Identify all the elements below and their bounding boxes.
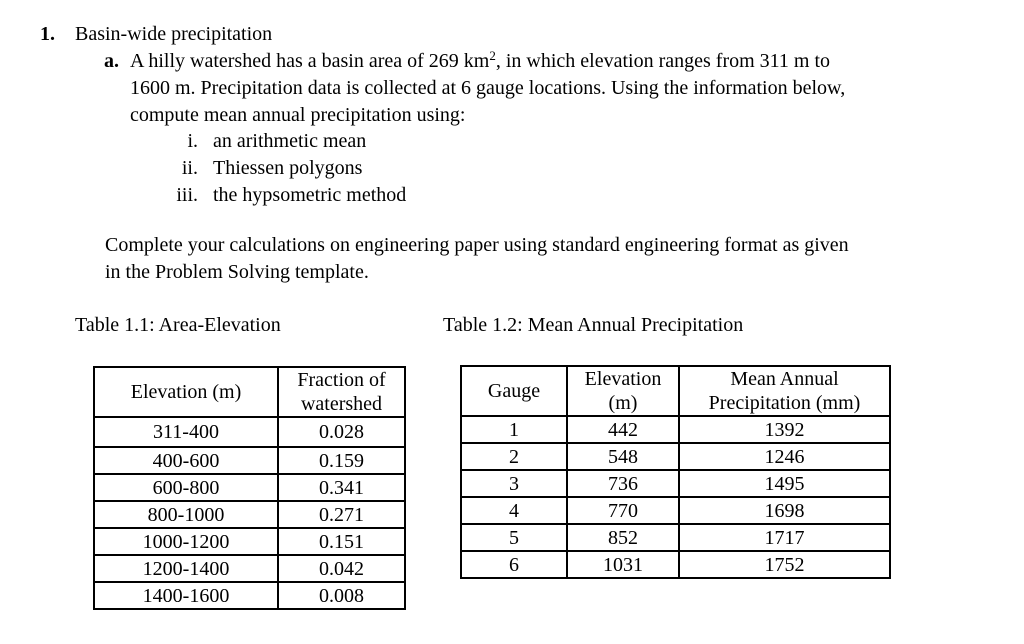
- table-header-row: Elevation (m) Fraction of watershed: [93, 366, 406, 418]
- precipitation-cell: 1717: [678, 523, 891, 552]
- list-item-thiessen-polygons: ii. Thiessen polygons: [120, 155, 406, 182]
- table-row: 5 852 1717: [460, 523, 891, 552]
- table-row: 400-600 0.159: [93, 446, 406, 475]
- precipitation-cell: 1392: [678, 415, 891, 444]
- problem-title: Basin-wide precipitation: [75, 23, 273, 45]
- table-row: 6 1031 1752: [460, 550, 891, 579]
- gauge-cell: 4: [460, 496, 568, 525]
- elevation-range-cell: 600-800: [93, 473, 279, 502]
- table-1-1-caption: Table 1.1: Area-Elevation: [75, 314, 281, 336]
- item-a-line-3: compute mean annual precipitation using:: [130, 104, 466, 126]
- elevation-range-cell: 400-600: [93, 446, 279, 475]
- precipitation-header-line-1: Mean Annual: [730, 368, 839, 390]
- table-1-2-caption: Table 1.2: Mean Annual Precipitation: [443, 314, 744, 336]
- list-marker-iii: iii.: [176, 184, 198, 206]
- fraction-cell: 0.341: [277, 473, 406, 502]
- elevation-range-cell: 1200-1400: [93, 554, 279, 583]
- fraction-cell: 0.028: [277, 416, 406, 448]
- list-text-iii: the hypsometric method: [213, 184, 407, 206]
- table-row: 1200-1400 0.042: [93, 554, 406, 583]
- table-row: 1000-1200 0.151: [93, 527, 406, 556]
- list-marker-ii: ii.: [181, 157, 198, 179]
- mean-annual-precipitation-table: Gauge Elevation (m) Mean Annual Precipit…: [460, 365, 891, 579]
- precipitation-cell: 1495: [678, 469, 891, 498]
- gauge-cell: 1: [460, 415, 568, 444]
- note-line-1: Complete your calculations on engineerin…: [105, 234, 849, 256]
- fraction-cell: 0.008: [277, 581, 406, 610]
- item-a-line-1: A hilly watershed has a basin area of 26…: [130, 48, 845, 75]
- list-marker-i: i.: [187, 130, 198, 152]
- item-a-line-2: 1600 m. Precipitation data is collected …: [130, 77, 846, 99]
- table-row: 1 442 1392: [460, 415, 891, 444]
- elevation-cell: 770: [566, 496, 680, 525]
- list-item-arithmetic-mean: i. an arithmetic mean: [120, 128, 406, 155]
- elevation-cell: 736: [566, 469, 680, 498]
- item-a-label: a.: [104, 50, 119, 72]
- fraction-header-line-2: watershed: [300, 393, 383, 415]
- fraction-cell: 0.042: [277, 554, 406, 583]
- list-text-ii: Thiessen polygons: [213, 157, 363, 179]
- item-a-line-1-part-2: , in which elevation ranges from 311 m t…: [495, 50, 831, 72]
- fraction-cell: 0.151: [277, 527, 406, 556]
- table-row: 800-1000 0.271: [93, 500, 406, 529]
- elevation-cell: 548: [566, 442, 680, 471]
- elevation-range-header: Elevation (m): [93, 366, 279, 418]
- elevation-cell: 442: [566, 415, 680, 444]
- gauge-cell: 6: [460, 550, 568, 579]
- precipitation-cell: 1752: [678, 550, 891, 579]
- squared-superscript: 2: [489, 48, 496, 63]
- instruction-note: Complete your calculations on engineerin…: [105, 232, 849, 286]
- note-line-2: in the Problem Solving template.: [105, 261, 369, 283]
- problem-heading: 1. Basin-wide precipitation: [40, 21, 272, 48]
- area-elevation-table: Elevation (m) Fraction of watershed 311-…: [93, 366, 406, 610]
- item-a-paragraph: A hilly watershed has a basin area of 26…: [130, 48, 845, 129]
- elevation-cell: 1031: [566, 550, 680, 579]
- method-list: i. an arithmetic mean ii. Thiessen polyg…: [120, 128, 406, 209]
- elevation-range-cell: 800-1000: [93, 500, 279, 529]
- table-row: 311-400 0.028: [93, 416, 406, 448]
- gauge-cell: 3: [460, 469, 568, 498]
- precipitation-header: Mean Annual Precipitation (mm): [678, 365, 891, 417]
- elevation-range-cell: 311-400: [93, 416, 279, 448]
- item-a-line-1-part-1: A hilly watershed has a basin area of 26…: [130, 50, 490, 72]
- table-row: 2 548 1246: [460, 442, 891, 471]
- elevation-header-line-1: Elevation: [584, 368, 662, 390]
- elevation-header-line-2: (m): [608, 392, 638, 414]
- elevation-range-cell: 1400-1600: [93, 581, 279, 610]
- precipitation-header-line-2: Precipitation (mm): [708, 392, 861, 414]
- precipitation-cell: 1698: [678, 496, 891, 525]
- gauge-cell: 2: [460, 442, 568, 471]
- table-header-row: Gauge Elevation (m) Mean Annual Precipit…: [460, 365, 891, 417]
- elevation-range-cell: 1000-1200: [93, 527, 279, 556]
- fraction-header: Fraction of watershed: [277, 366, 406, 418]
- elevation-cell: 852: [566, 523, 680, 552]
- table-row: 3 736 1495: [460, 469, 891, 498]
- problem-number: 1.: [40, 23, 55, 45]
- list-text-i: an arithmetic mean: [213, 130, 367, 152]
- table-row: 4 770 1698: [460, 496, 891, 525]
- gauge-header: Gauge: [460, 365, 568, 417]
- fraction-cell: 0.271: [277, 500, 406, 529]
- fraction-cell: 0.159: [277, 446, 406, 475]
- gauge-cell: 5: [460, 523, 568, 552]
- elevation-header: Elevation (m): [566, 365, 680, 417]
- precipitation-cell: 1246: [678, 442, 891, 471]
- table-row: 600-800 0.341: [93, 473, 406, 502]
- table-row: 1400-1600 0.008: [93, 581, 406, 610]
- fraction-header-line-1: Fraction of: [297, 369, 386, 391]
- list-item-hypsometric-method: iii. the hypsometric method: [120, 182, 406, 209]
